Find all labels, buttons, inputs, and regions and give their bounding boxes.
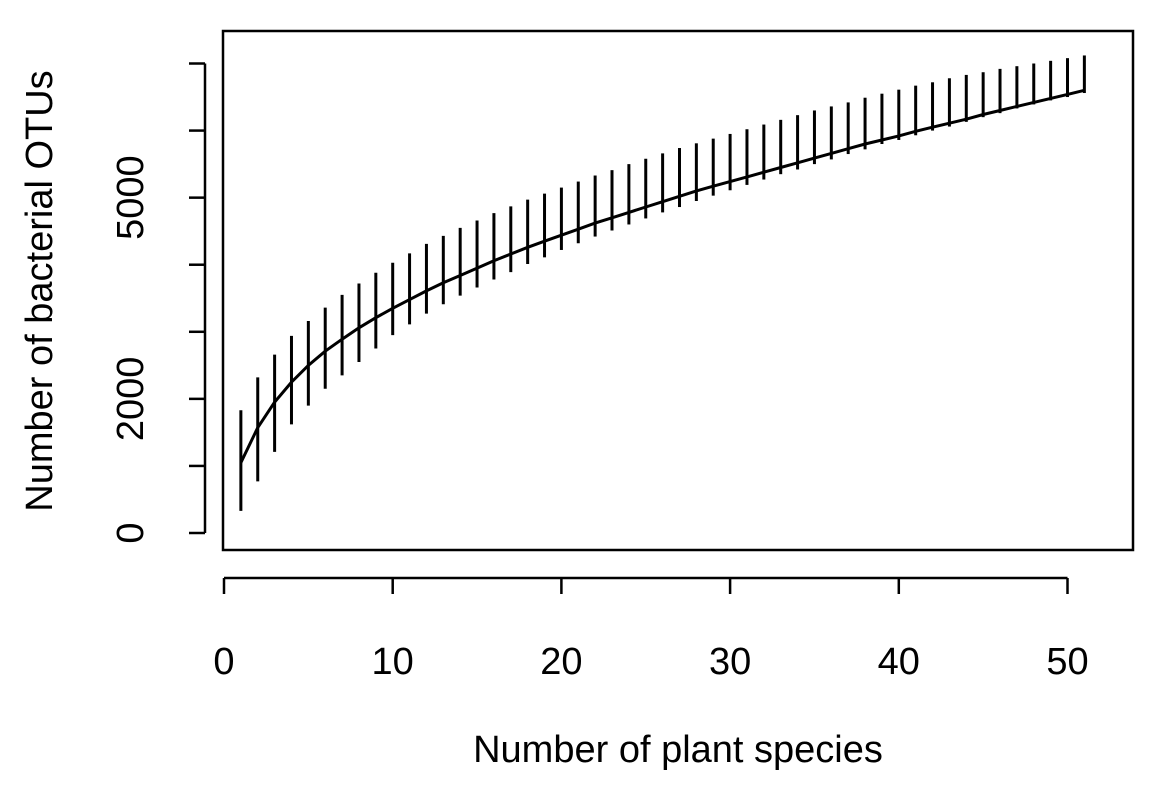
y-axis-label: Number of bacterial OTUs — [19, 70, 61, 511]
x-tick-label: 40 — [878, 641, 920, 683]
y-tick-label: 5000 — [110, 155, 152, 240]
error-bars — [239, 55, 1086, 511]
x-tick-label: 50 — [1046, 641, 1088, 683]
y-tick-label: 0 — [110, 522, 152, 543]
x-tick-label: 20 — [540, 641, 582, 683]
x-tick-label: 30 — [709, 641, 751, 683]
y-axis: 0 2000 5000 — [110, 62, 207, 544]
x-axis: 0 10 20 30 40 50 — [213, 576, 1089, 683]
series-line — [239, 88, 1085, 464]
x-tick-label: 0 — [213, 641, 234, 683]
plot-frame — [221, 29, 1135, 552]
y-tick-label: 2000 — [110, 357, 152, 442]
x-axis-label: Number of plant species — [473, 729, 883, 771]
x-tick-label: 10 — [372, 641, 414, 683]
